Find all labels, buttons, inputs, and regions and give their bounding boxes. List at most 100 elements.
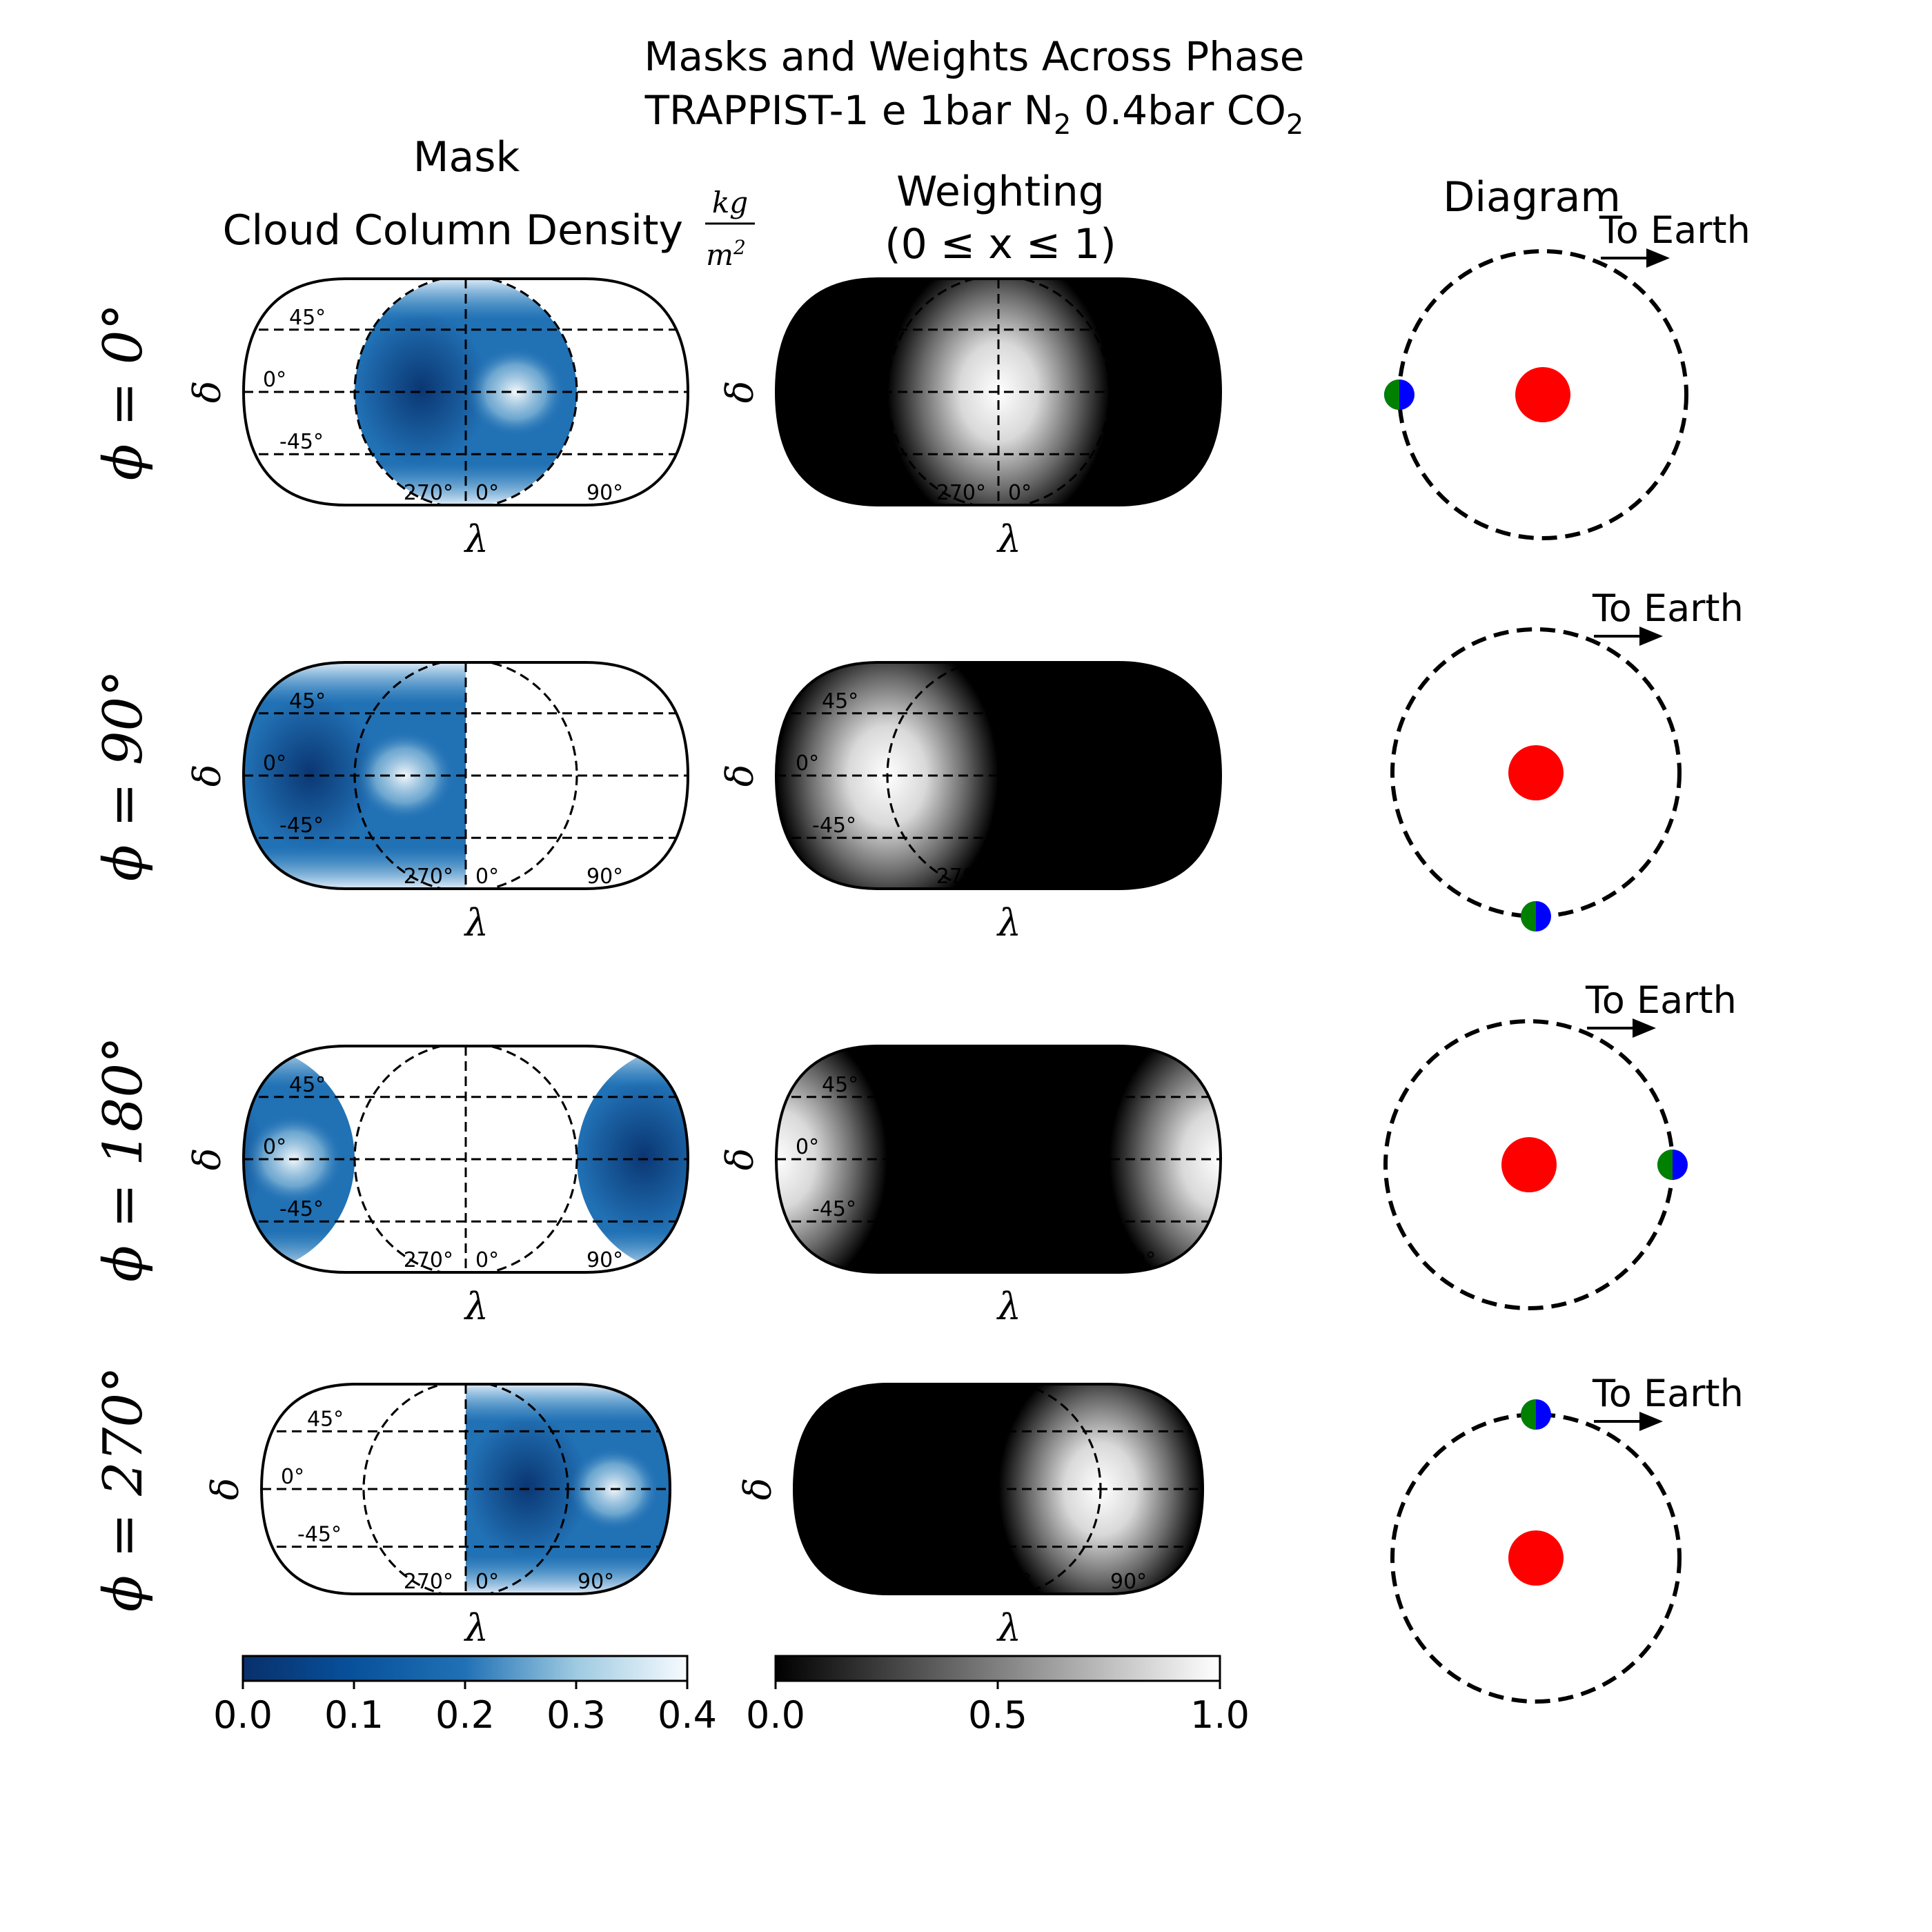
longitude-tick-label: 270°: [404, 481, 453, 505]
x-axis-label: λ: [464, 518, 489, 561]
longitude-gridline: [886, 662, 1111, 889]
planet-night-side: [1521, 1399, 1536, 1430]
mask-map-outline: [259, 1383, 672, 1595]
orbit-diagram: To Earth: [1390, 1372, 1744, 1704]
longitude-gridline: [895, 1384, 1102, 1594]
planet-night-side: [1384, 379, 1399, 410]
latitude-tick-label: 0°: [814, 1465, 837, 1489]
mask-map-outline: [241, 661, 690, 890]
weight-map-panel: 45°0°-45°270° 0° 90°λδ: [736, 1383, 1205, 1650]
weight-map-fill: 45°0°-45°270° 0° 90°: [794, 1384, 1203, 1594]
mask-map-fill: 45°0°-45°270° 0° 90°: [244, 279, 688, 505]
longitude-gridline: [886, 1046, 1111, 1272]
mask-colorbar-ticks: 0.0 0.1 0.2 0.3 0.4: [213, 1681, 717, 1737]
weight-map-fill: 45°0°-45°270° 0° 90°: [776, 279, 1221, 505]
weight-map-outline: [792, 1383, 1205, 1595]
longitude-gridline: [353, 1046, 578, 1272]
y-axis-label: δ: [718, 765, 762, 787]
mask-map-panel: 45°0°-45°270° 0° 90°λδ: [186, 1045, 690, 1328]
longitude-tick-label: 270°: [936, 1248, 986, 1272]
mask-unit-numerator: kg: [712, 186, 748, 219]
longitude-tick-label: 0°: [475, 1570, 499, 1594]
colorbar-tick-label: 0.0: [213, 1693, 273, 1737]
weight-column-subheader: (0 ≤ x ≤ 1): [885, 220, 1116, 268]
weight-colorbar-ticks: 0.0 0.5 1.0: [746, 1681, 1250, 1737]
weight-column-header: Weighting: [896, 168, 1105, 216]
longitude-tick-label: 270°: [404, 865, 453, 889]
longitude-tick-label: 270°: [404, 1570, 453, 1594]
cloud-dense: [355, 312, 489, 466]
x-axis-label: λ: [464, 1606, 489, 1650]
latitude-tick-label: 0°: [263, 751, 286, 776]
x-axis-label: λ: [996, 518, 1021, 561]
latitude-tick-label: 45°: [822, 689, 858, 713]
to-earth-label: To Earth: [1585, 978, 1737, 1022]
diagram-column-header: Diagram: [1443, 173, 1621, 221]
star: [1501, 1137, 1557, 1192]
y-axis-label: δ: [186, 765, 229, 787]
latitude-tick-label: 0°: [796, 368, 819, 392]
x-axis-label: λ: [464, 1285, 489, 1328]
mask-column-subheader: Cloud Column Density: [223, 206, 683, 255]
latitude-tick-label: -45°: [279, 1197, 324, 1221]
phase-label: ϕ = 270°: [92, 1366, 155, 1612]
colorbar-tick-label: 0.0: [746, 1693, 805, 1737]
colorbar-tick-label: 0.1: [324, 1693, 384, 1737]
y-axis-label: δ: [736, 1478, 780, 1501]
latitude-tick-label: 45°: [840, 1407, 876, 1431]
latitude-tick-label: 0°: [263, 368, 286, 392]
latitude-tick-label: -45°: [812, 814, 856, 838]
planet-night-side: [1521, 901, 1536, 931]
latitude-tick-label: 0°: [796, 1135, 819, 1159]
mask-map-panel: 45°0°-45°270° 0° 90°λδ: [186, 277, 690, 561]
weight-map-fill: 45°0°-45°270° 0° 90°: [776, 1046, 1221, 1272]
star: [1508, 745, 1564, 800]
to-earth-label: To Earth: [1599, 208, 1751, 252]
phase-label: ϕ = 90°: [92, 670, 155, 881]
phase-label: ϕ = 0°: [92, 304, 155, 481]
longitude-gridline: [886, 279, 1111, 505]
longitude-tick-label: 0°: [475, 1248, 499, 1272]
to-earth-arrow-head: [1639, 627, 1663, 646]
longitude-gridline: [353, 662, 578, 889]
latitude-tick-label: -45°: [279, 430, 324, 454]
phase-row-90: ϕ = 90° 45°0°-45°270° 0° 90°λδ45°0°-45°270°…: [92, 586, 1744, 945]
latitude-tick-label: 45°: [289, 306, 326, 330]
figure-title-line1: Masks and Weights Across Phase: [644, 33, 1305, 80]
mask-map-fill: 45°0°-45°270° 0° 90°: [244, 1046, 688, 1272]
longitude-tick-label: 270°: [936, 1570, 986, 1594]
y-axis-label: δ: [186, 381, 229, 404]
figure-title-line2: TRAPPIST-1 e 1bar N2 0.4bar CO2: [644, 87, 1304, 141]
orbit-diagram: To Earth: [1384, 208, 1751, 540]
mask-map-fill: 45°0°-45°270° 0° 90°: [262, 1384, 670, 1594]
longitude-gridline: [362, 1384, 569, 1594]
latitude-tick-label: 45°: [289, 1073, 326, 1097]
colorbar-tick-label: 0.3: [546, 1693, 606, 1737]
y-axis-label: δ: [186, 1148, 229, 1171]
longitude-gridline: [353, 279, 578, 505]
weight-colorbar: 0.0 0.5 1.0: [746, 1655, 1250, 1737]
latitude-tick-label: -45°: [812, 1197, 856, 1221]
star: [1508, 1530, 1564, 1586]
latitude-tick-label: 45°: [289, 689, 326, 713]
latitude-tick-label: 45°: [307, 1407, 344, 1431]
orbit-diagram: To Earth: [1390, 586, 1744, 931]
weight-map-panel: 45°0°-45°270° 0° 90°λδ: [718, 661, 1223, 945]
latitude-tick-label: -45°: [830, 1523, 874, 1547]
latitude-tick-label: -45°: [279, 814, 324, 838]
to-earth-arrow-head: [1646, 248, 1670, 268]
latitude-tick-label: 45°: [822, 1073, 858, 1097]
mask-map-outline: [241, 1045, 690, 1274]
longitude-tick-label: 0°: [1008, 1570, 1032, 1594]
mask-unit-denominator: m2: [706, 236, 746, 272]
orbit-diagram: To Earth: [1383, 978, 1737, 1310]
to-earth-label: To Earth: [1592, 1372, 1744, 1415]
longitude-tick-label: 270°: [404, 1248, 453, 1272]
cloud-thin: [466, 346, 566, 437]
latitude-tick-label: -45°: [812, 430, 856, 454]
mask-map-fill: 45°0°-45°270° 0° 90°: [244, 662, 688, 889]
phase-row-180: ϕ = 180° 45°0°-45°270° 0° 90°λδ45°0°-45°270…: [92, 978, 1737, 1328]
mask-map-panel: 45°0°-45°270° 0° 90°λδ: [186, 661, 690, 945]
